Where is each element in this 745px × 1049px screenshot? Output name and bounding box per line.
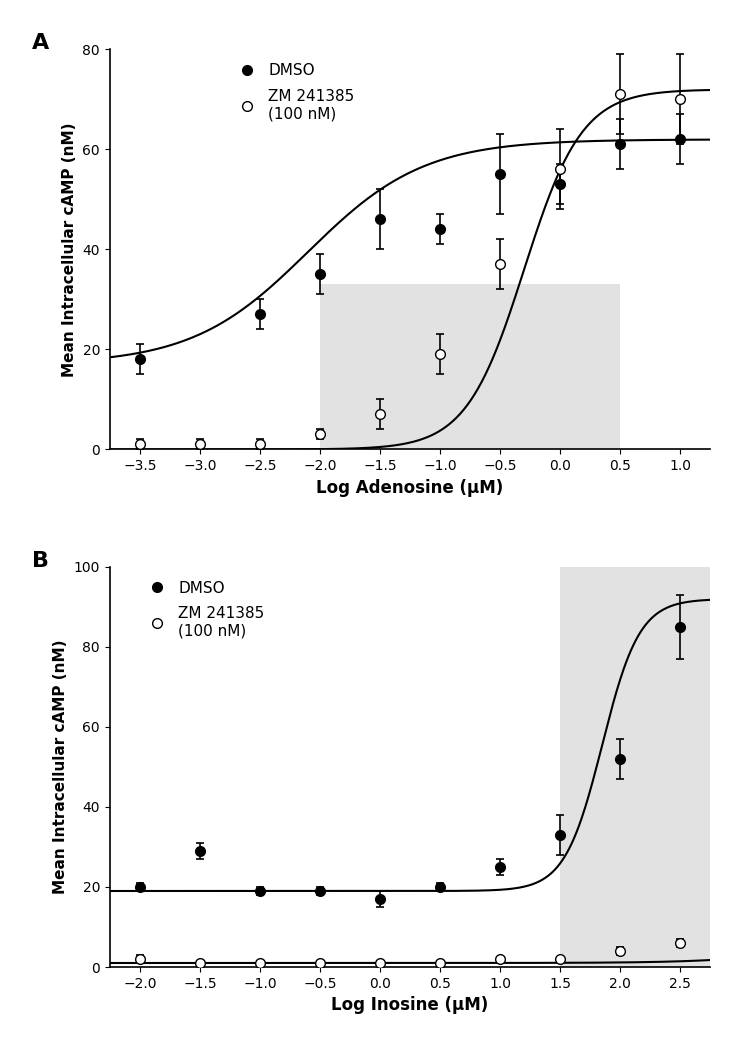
- Legend: DMSO, ZM 241385
(100 nM): DMSO, ZM 241385 (100 nM): [136, 575, 270, 645]
- X-axis label: Log Inosine (μM): Log Inosine (μM): [332, 997, 489, 1014]
- Bar: [560, 566, 710, 967]
- Text: A: A: [32, 34, 49, 53]
- Bar: [320, 284, 620, 449]
- X-axis label: Log Adenosine (μM): Log Adenosine (μM): [317, 478, 504, 497]
- Text: B: B: [32, 551, 48, 571]
- Y-axis label: Mean Intracellular cAMP (nM): Mean Intracellular cAMP (nM): [53, 640, 68, 894]
- Y-axis label: Mean Intracellular cAMP (nM): Mean Intracellular cAMP (nM): [62, 122, 77, 377]
- Legend: DMSO, ZM 241385
(100 nM): DMSO, ZM 241385 (100 nM): [226, 57, 361, 127]
